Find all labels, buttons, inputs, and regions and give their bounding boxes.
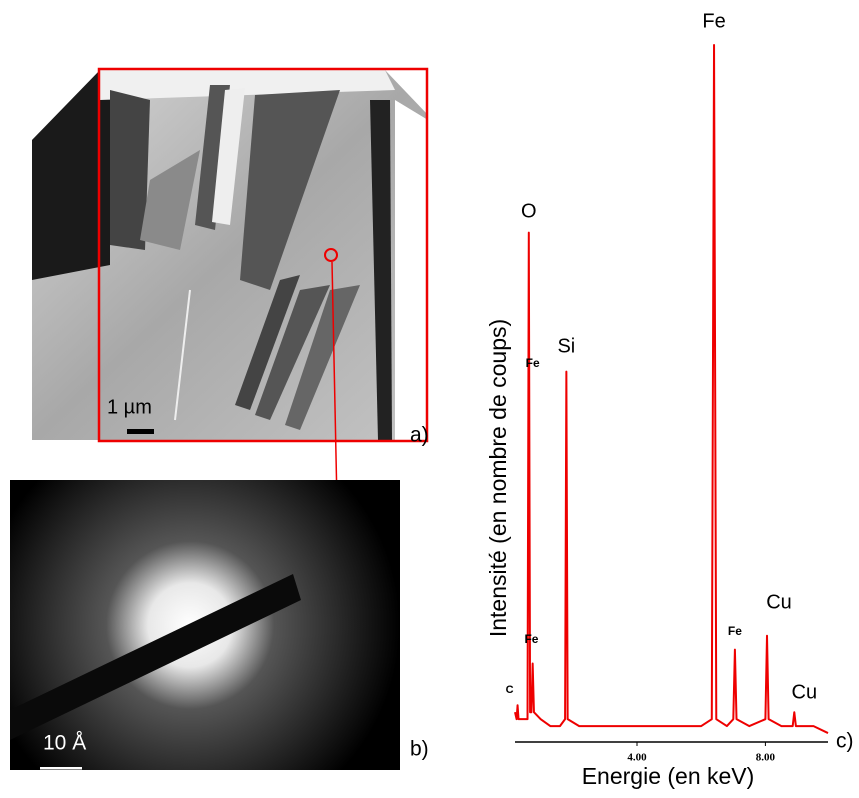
panel-label: b) xyxy=(410,738,429,761)
peak-label: Fe xyxy=(702,10,725,32)
spectrum xyxy=(514,44,829,734)
x-axis-label: Energie (en keV) xyxy=(582,763,755,789)
panel-label: a) xyxy=(410,424,429,447)
scale-bar xyxy=(127,429,154,434)
x-tick-label: 8.00 xyxy=(756,752,776,764)
scale-bar xyxy=(40,767,82,770)
spectrum-chart: Energie (en keV) Intensité (en nombre de… xyxy=(485,10,829,789)
peak-label: Fe xyxy=(524,632,538,646)
selection-box xyxy=(97,67,429,443)
y-axis-label: Intensité (en nombre de coups) xyxy=(485,319,511,637)
x-tick-label: 4.00 xyxy=(627,752,647,764)
tem-image xyxy=(32,70,428,440)
peak-label: Fe xyxy=(526,356,540,370)
peak-label: Cu xyxy=(766,591,792,613)
scale-label: 10 Å xyxy=(43,732,86,755)
peak-label: Cu xyxy=(792,681,818,703)
scale-label: 1 µm xyxy=(107,396,152,418)
beam-stop xyxy=(10,574,301,740)
panel-label: c) xyxy=(836,730,854,753)
peak-label: Fe xyxy=(728,624,742,638)
peak-label: C xyxy=(506,684,514,696)
peak-label: Si xyxy=(557,335,575,357)
probe-spot xyxy=(324,248,338,262)
peak-label: O xyxy=(521,200,537,222)
